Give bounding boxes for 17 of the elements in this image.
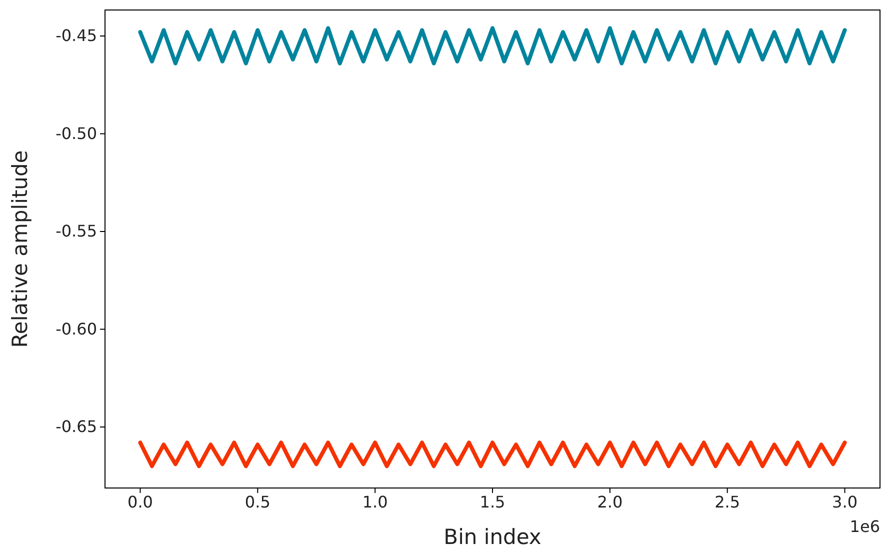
y-axis-title: Relative amplitude	[8, 150, 32, 348]
y-tick-label: -0.55	[56, 222, 97, 241]
x-tick-label: 1.5	[480, 492, 506, 512]
y-tick-label: -0.65	[56, 417, 97, 436]
line-series	[138, 26, 847, 66]
x-tick-label: 3.0	[832, 492, 858, 512]
x-tick-label: 2.0	[597, 492, 623, 512]
text: 1e6	[850, 517, 880, 536]
y-tick-label: -0.50	[56, 124, 97, 143]
x-tick-label: 0.0	[128, 492, 153, 512]
x-tick-label: 0.5	[244, 492, 270, 512]
x-axis-title: Bin index	[444, 525, 542, 549]
line-series	[138, 440, 847, 468]
x-tick-label: 1.0	[362, 492, 388, 512]
x-tick-label: 2.5	[714, 492, 740, 512]
y-tick-label: -0.45	[56, 26, 97, 46]
y-tick-label: -0.60	[56, 319, 97, 338]
